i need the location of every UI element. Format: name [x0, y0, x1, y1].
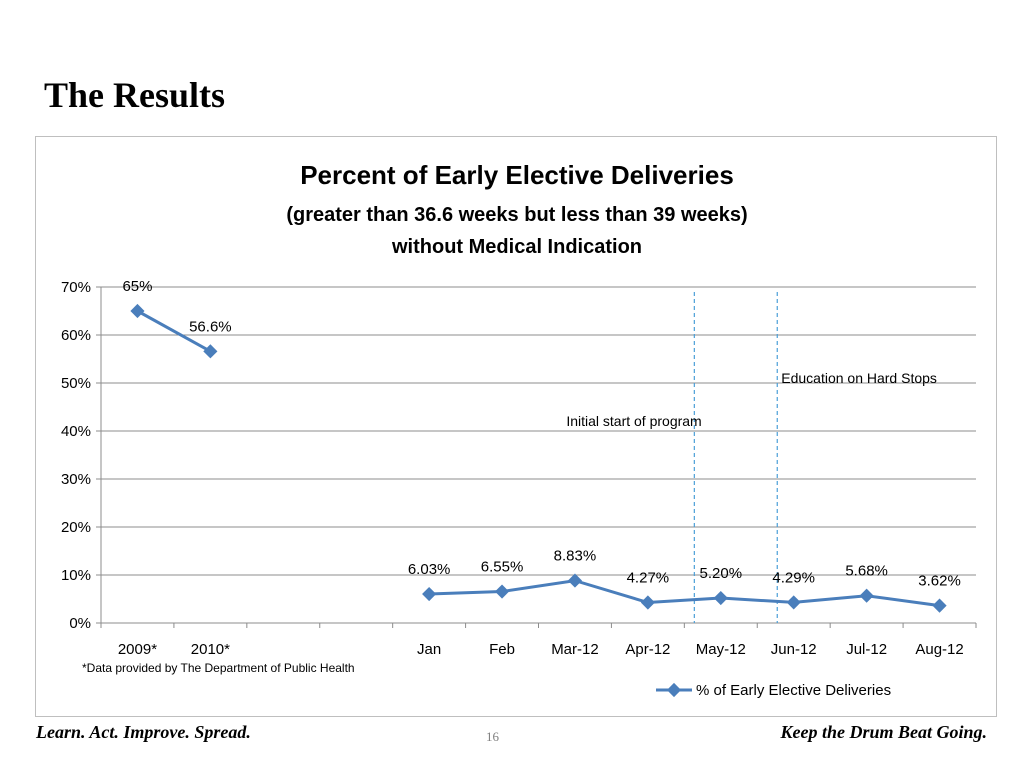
data-point: [640, 595, 655, 610]
x-tick-label: Jul-12: [846, 641, 887, 658]
x-tick-label: 2009*: [118, 641, 157, 658]
data-label: 4.27%: [627, 570, 670, 587]
y-tick-label: 0%: [69, 615, 91, 632]
data-point: [494, 584, 510, 599]
data-point: [932, 598, 947, 613]
data-label: 6.55%: [481, 559, 524, 576]
y-tick-label: 50%: [61, 375, 91, 392]
chart: Percent of Early Elective Deliveries (gr…: [61, 160, 977, 699]
data-point: [130, 303, 145, 319]
data-label: 56.6%: [189, 318, 232, 335]
chart-subtitle-2: without Medical Indication: [391, 236, 642, 258]
x-tick-label: Feb: [489, 641, 515, 658]
y-tick-label: 20%: [61, 519, 91, 536]
x-tick-label: Jun-12: [771, 641, 817, 658]
data-point: [713, 590, 728, 606]
series-line: [136, 309, 212, 353]
chart-frame: Percent of Early Elective Deliveries (gr…: [35, 136, 997, 717]
page-number: 16: [486, 729, 499, 744]
data-point: [422, 586, 437, 602]
data-point: [203, 344, 218, 359]
legend-marker: [666, 682, 682, 698]
y-axis: 0% 10% 20% 30% 40% 50% 60% 70%: [61, 279, 102, 632]
legend: % of Early Elective Deliveries: [656, 682, 891, 699]
y-tick-label: 30%: [61, 471, 91, 488]
annotation-label: Initial start of program: [566, 413, 701, 429]
data-label: 5.68%: [845, 563, 888, 580]
footer-left-text: Learn. Act. Improve. Spread.: [36, 722, 251, 742]
y-tick-label: 10%: [61, 567, 91, 584]
x-tick-label: Apr-12: [625, 641, 670, 658]
annotations: Initial start of program Education on Har…: [566, 292, 937, 623]
x-tick-label: Mar-12: [551, 641, 599, 658]
y-tick-label: 60%: [61, 327, 91, 344]
x-axis: 2009* 2010* Jan Feb Mar-12 Apr-12 May-12 Jun-12…: [100, 623, 977, 658]
series: 65% 56.6% 6.03% 6.55% 8.83% 4.27% 5.20% 4.29% 5.…: [122, 278, 961, 613]
footer-right-text: Keep the Drum Beat Going.: [780, 722, 987, 742]
y-tick-label: 70%: [61, 279, 91, 296]
data-label: 3.62%: [918, 573, 961, 590]
data-point: [786, 595, 801, 610]
data-label: 65%: [122, 278, 152, 295]
annotation-label: Education on Hard Stops: [781, 370, 937, 386]
x-tick-label: May-12: [696, 641, 746, 658]
x-tick-label: 2010*: [191, 641, 230, 658]
series-line: [429, 579, 940, 608]
chart-title: Percent of Early Elective Deliveries: [300, 160, 734, 190]
data-label: 5.20%: [700, 565, 743, 582]
data-label: 4.29%: [772, 569, 815, 586]
data-point: [567, 573, 583, 588]
x-tick-label: Aug-12: [915, 641, 963, 658]
chart-footnote: *Data provided by The Department of Publ…: [82, 661, 355, 675]
chart-subtitle-1: (greater than 36.6 weeks but less than 3…: [286, 204, 747, 226]
data-point: [859, 588, 874, 603]
data-label: 6.03%: [408, 561, 451, 578]
data-label: 8.83%: [554, 548, 597, 565]
grid: [101, 286, 976, 624]
x-tick-label: Jan: [417, 641, 441, 658]
slide-title: The Results: [44, 75, 226, 115]
legend-label: % of Early Elective Deliveries: [696, 682, 891, 699]
y-tick-label: 40%: [61, 423, 91, 440]
